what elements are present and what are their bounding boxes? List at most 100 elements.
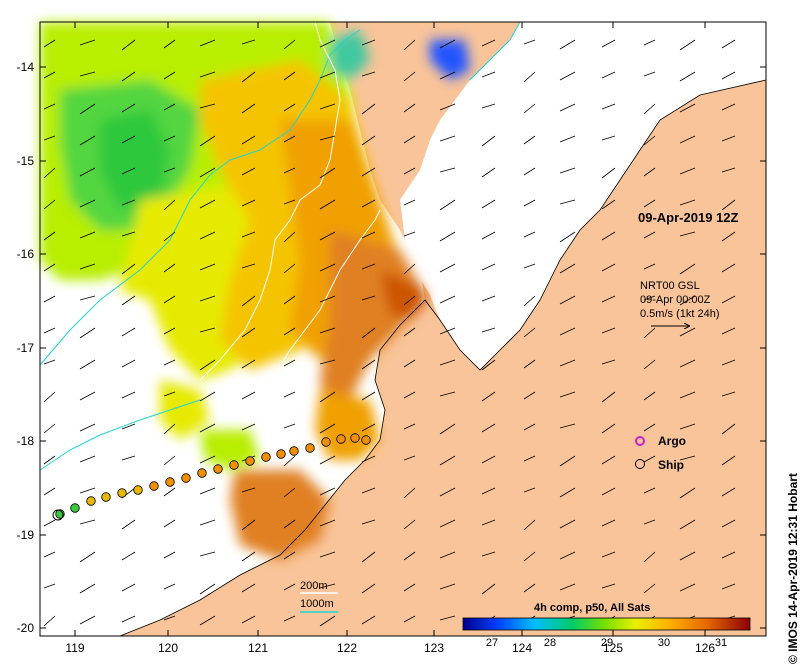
current-vector [481,519,496,526]
current-vector [283,519,296,529]
current-vector [79,519,96,525]
current-vector [121,551,136,561]
current-vector [121,327,136,337]
contour-200m [199,21,341,381]
current-vector [79,167,96,177]
current-vector [121,199,136,206]
current-vector [79,423,96,432]
current-vector [361,327,376,339]
datetime-label: 09-Apr-2019 12Z [638,210,738,225]
x-tick-label: 121 [248,641,268,655]
current-vector [679,199,696,206]
current-vector [679,359,696,368]
current-vector [283,455,296,467]
current-vector [163,295,176,304]
current-vector [679,519,696,530]
ship-track-point [133,485,143,495]
current-vector [163,551,176,559]
current-vector [721,487,736,497]
ship-track-point [245,456,255,466]
current-vector [121,391,136,399]
current-vector [121,263,136,275]
current-vector [601,423,616,434]
current-vector [319,487,336,496]
ship-track-point [149,481,159,491]
ship-track-point [117,488,127,498]
current-vector [43,615,56,627]
current-vector [319,39,336,48]
current-vector [241,199,256,207]
current-vector [163,391,176,397]
current-vector [283,423,296,429]
current-vector [601,519,616,527]
current-vector [319,199,336,210]
current-vector [403,231,416,237]
current-vector [163,199,176,211]
current-vector [43,327,56,334]
current-vector [319,519,336,527]
current-vector [601,167,616,179]
current-vector [283,359,296,367]
current-vector [319,327,336,334]
current-vector [79,487,96,494]
current-vector [679,39,696,51]
current-vector [523,103,536,114]
current-vector [559,39,576,50]
current-vector [481,135,496,147]
current-vector [199,423,216,433]
current-vector [163,583,176,590]
current-vector [643,135,656,146]
current-vector [679,103,696,113]
current-vector [439,199,456,211]
current-vector [79,263,96,270]
current-vector [601,327,616,334]
current-vector [559,231,576,243]
current-vector [679,583,696,592]
y-tick-label: -20 [17,621,35,635]
current-vector [199,519,216,526]
x-tick-label: 119 [65,641,84,655]
current-vector [241,167,256,176]
current-vector [319,263,336,272]
current-vector [481,103,496,109]
current-vector [121,423,136,430]
current-vector [601,359,616,365]
colorbar-title: 4h comp, p50, All Sats [534,602,650,614]
current-vector [163,519,176,528]
current-vector [319,167,336,179]
current-vector [43,295,56,303]
argo-marker [635,436,645,446]
x-axis: 119 120 121 122 123 124 125 126 [65,22,715,655]
current-vector [319,359,336,365]
current-vector [121,295,136,306]
current-vector [643,71,656,77]
current-vector [319,455,336,465]
current-vector [163,487,176,497]
current-vector [43,103,56,110]
current-vector [241,103,256,114]
current-vector [199,167,216,178]
current-vector [439,391,456,397]
current-vector [643,551,656,563]
current-vector [481,39,496,47]
current-vector [601,39,616,48]
current-vector [439,359,456,366]
current-vector [361,71,376,77]
current-vector [79,103,96,115]
current-vector [121,455,136,461]
current-vector [403,455,416,461]
current-vector [721,71,736,80]
current-vector [643,103,656,115]
current-vector [43,199,56,210]
ship-track-point [336,434,346,444]
y-tick-label: -16 [17,247,35,261]
current-vector [43,71,56,79]
current-vector [643,295,656,301]
current-vector [721,167,736,173]
y-tick-label: -15 [17,154,35,168]
current-vector [43,263,56,272]
current-vector [199,391,216,402]
x-tick-label: 120 [158,641,178,655]
current-vector [79,327,96,339]
colorbar-tick-label: 31 [715,637,727,649]
